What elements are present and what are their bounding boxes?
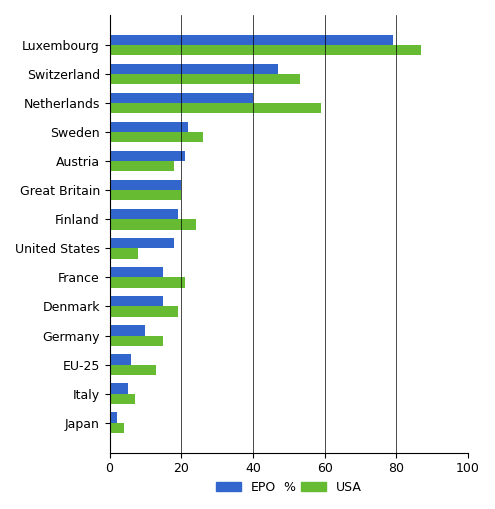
- X-axis label: %: %: [283, 481, 295, 494]
- Bar: [109, 325, 146, 335]
- Bar: [109, 190, 181, 201]
- Bar: [109, 296, 163, 306]
- Bar: [109, 64, 278, 74]
- Bar: [109, 354, 131, 364]
- Bar: [109, 161, 174, 172]
- Bar: [109, 45, 421, 55]
- Bar: [109, 267, 163, 277]
- Bar: [109, 132, 203, 143]
- Bar: [109, 306, 178, 317]
- Bar: [109, 422, 124, 433]
- Bar: [109, 209, 178, 219]
- Bar: [109, 151, 185, 161]
- Bar: [109, 93, 253, 103]
- Bar: [109, 122, 189, 132]
- Bar: [109, 412, 117, 422]
- Bar: [109, 335, 163, 346]
- Bar: [109, 248, 138, 259]
- Legend: EPO, USA: EPO, USA: [211, 476, 367, 499]
- Bar: [109, 74, 299, 84]
- Bar: [109, 35, 393, 45]
- Bar: [109, 383, 128, 393]
- Bar: [109, 219, 196, 230]
- Bar: [109, 238, 174, 248]
- Bar: [109, 277, 185, 288]
- Bar: [109, 180, 181, 190]
- Bar: [109, 393, 135, 404]
- Bar: [109, 103, 321, 114]
- Bar: [109, 364, 156, 375]
